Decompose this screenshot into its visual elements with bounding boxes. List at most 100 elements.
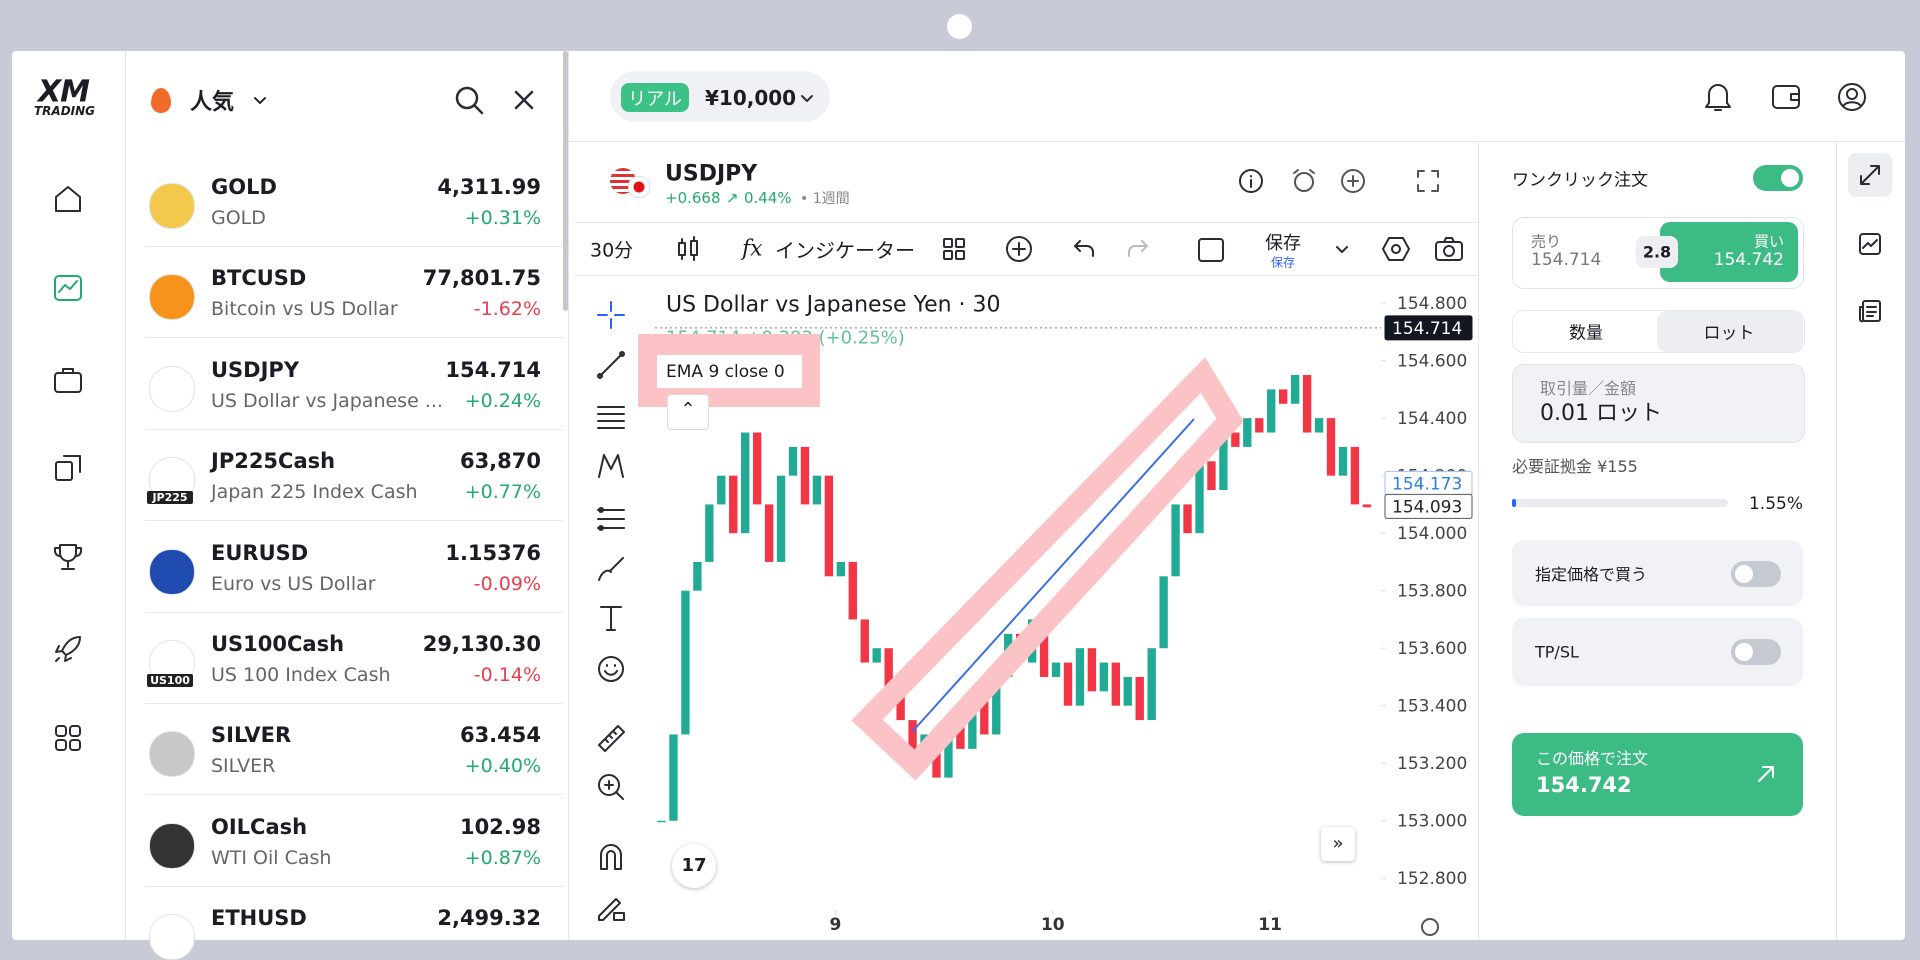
lock-tool[interactable] bbox=[596, 891, 626, 921]
asset-price: 1.15376 bbox=[445, 540, 541, 565]
search-icon[interactable] bbox=[453, 84, 485, 116]
trade-side-icon[interactable] bbox=[1858, 163, 1882, 187]
forecast-tool[interactable] bbox=[596, 504, 626, 534]
chevron[interactable] bbox=[1334, 241, 1350, 257]
asset-change: -0.14% bbox=[473, 664, 541, 686]
margin-fill bbox=[1512, 499, 1516, 507]
ruler-tool[interactable] bbox=[596, 723, 626, 753]
nav-portfolio[interactable] bbox=[52, 364, 84, 396]
tpsl-toggle[interactable] bbox=[1731, 639, 1781, 665]
volume-label: 取引量／金額 bbox=[1540, 379, 1637, 398]
asset-icon bbox=[149, 731, 195, 778]
chevron[interactable] bbox=[799, 90, 815, 106]
text-tool[interactable] bbox=[596, 603, 626, 633]
submit-label: この価格で注文 bbox=[1536, 749, 1649, 768]
alert-icon[interactable] bbox=[1291, 168, 1317, 194]
add-icon[interactable] bbox=[1005, 235, 1033, 263]
asset-symbol[interactable]: JP225Cash bbox=[211, 449, 336, 474]
fib-tool[interactable] bbox=[596, 401, 626, 431]
asset-change: -1.62% bbox=[473, 298, 541, 321]
symbol-change: +0.668 bbox=[665, 189, 721, 207]
nav-trophy[interactable] bbox=[52, 541, 84, 573]
asset-icon bbox=[149, 822, 195, 869]
asset-price: 63,870 bbox=[459, 449, 541, 474]
volume-input[interactable] bbox=[1512, 364, 1805, 443]
undo-icon[interactable] bbox=[1072, 238, 1096, 260]
asset-change: +0.24% bbox=[464, 389, 541, 412]
row-divider bbox=[145, 246, 563, 247]
side-divider bbox=[1836, 142, 1837, 940]
watchlist-title[interactable]: 人気 bbox=[190, 90, 235, 115]
nav-rocket[interactable] bbox=[52, 633, 84, 665]
symbol-name: USDJPY bbox=[665, 161, 758, 187]
info-icon[interactable] bbox=[1238, 168, 1264, 194]
asset-price: 29,130.30 bbox=[422, 632, 541, 656]
symbol-period: • 1週間 bbox=[800, 191, 850, 207]
spread-box bbox=[1636, 236, 1678, 268]
collapse-button[interactable]: ⌃ bbox=[667, 394, 709, 430]
asset-name: SILVER bbox=[211, 755, 276, 778]
rect-icon[interactable] bbox=[1197, 236, 1225, 264]
asset-name: US 100 Index Cash bbox=[211, 664, 391, 686]
asset-symbol[interactable]: GOLD bbox=[211, 175, 277, 199]
nav-copy[interactable] bbox=[52, 452, 84, 484]
candle-type-icon[interactable] bbox=[675, 236, 701, 262]
save[interactable]: 保存 bbox=[1265, 233, 1301, 254]
header-divider bbox=[575, 222, 1478, 223]
add-icon[interactable] bbox=[1340, 168, 1366, 194]
asset-symbol[interactable]: SILVER bbox=[211, 723, 292, 748]
settings-icon[interactable] bbox=[1381, 235, 1411, 263]
line-tool[interactable] bbox=[596, 350, 626, 380]
tab-lot[interactable]: ロット bbox=[1703, 323, 1755, 344]
one-click-toggle[interactable] bbox=[1753, 165, 1803, 191]
chevron[interactable] bbox=[252, 92, 268, 108]
asset-symbol[interactable]: EURUSD bbox=[211, 540, 309, 565]
legend-box bbox=[657, 355, 802, 388]
chart-side-icon[interactable] bbox=[1858, 232, 1882, 256]
redo-icon[interactable] bbox=[1126, 238, 1150, 260]
scroll-right[interactable]: » bbox=[1321, 827, 1355, 861]
asset-symbol[interactable]: USDJPY bbox=[211, 357, 300, 382]
asset-name: US Dollar vs Japanese ... bbox=[211, 389, 443, 412]
tab-qty[interactable]: 数量 bbox=[1569, 323, 1603, 344]
account-balance: ¥10,000 bbox=[705, 86, 797, 110]
asset-symbol[interactable]: BTCUSD bbox=[211, 266, 307, 291]
fullscreen-icon[interactable] bbox=[1415, 168, 1441, 194]
asset-symbol[interactable]: OILCash bbox=[211, 814, 308, 839]
pattern-tool[interactable] bbox=[596, 450, 626, 480]
news-side-icon[interactable] bbox=[1858, 299, 1882, 323]
crosshair-tool[interactable] bbox=[596, 300, 626, 330]
sell-price[interactable]: 154.714 bbox=[1531, 250, 1602, 270]
nav-chart[interactable] bbox=[52, 272, 84, 304]
layout-icon[interactable] bbox=[942, 237, 966, 261]
asset-name: Euro vs US Dollar bbox=[211, 572, 376, 595]
user-icon[interactable] bbox=[1836, 81, 1868, 113]
nav-home[interactable] bbox=[52, 183, 84, 215]
camera-dot bbox=[947, 14, 972, 39]
panel-divider bbox=[568, 51, 569, 940]
close-icon[interactable] bbox=[513, 89, 535, 111]
nav-apps[interactable] bbox=[52, 722, 84, 754]
limit-toggle[interactable] bbox=[1731, 561, 1781, 587]
asset-symbol[interactable]: US100Cash bbox=[211, 632, 345, 656]
bell-icon[interactable] bbox=[1703, 81, 1733, 113]
margin-track bbox=[1512, 499, 1728, 507]
tpsl-label: TP/SL bbox=[1535, 642, 1579, 662]
emoji-tool[interactable] bbox=[596, 654, 626, 684]
trade-box bbox=[1512, 217, 1804, 289]
magnet-tool[interactable] bbox=[596, 842, 626, 872]
indicators[interactable]: インジケーター bbox=[775, 238, 915, 263]
asset-symbol[interactable]: ETHUSD bbox=[211, 906, 307, 931]
zoom-tool[interactable] bbox=[596, 772, 626, 802]
brush-tool[interactable] bbox=[596, 554, 626, 584]
legend: EMA 9 close 0 bbox=[666, 362, 785, 382]
account-badge bbox=[621, 83, 689, 112]
submit-button[interactable] bbox=[1512, 733, 1803, 816]
camera-icon[interactable] bbox=[1434, 235, 1464, 263]
interval[interactable]: 30分 bbox=[590, 239, 634, 262]
asset-price: 77,801.75 bbox=[422, 266, 541, 291]
wallet-icon[interactable] bbox=[1770, 82, 1802, 112]
row-divider bbox=[145, 703, 563, 704]
symbol-arrow: ↗ bbox=[726, 189, 739, 207]
buy-box[interactable] bbox=[1660, 222, 1798, 282]
